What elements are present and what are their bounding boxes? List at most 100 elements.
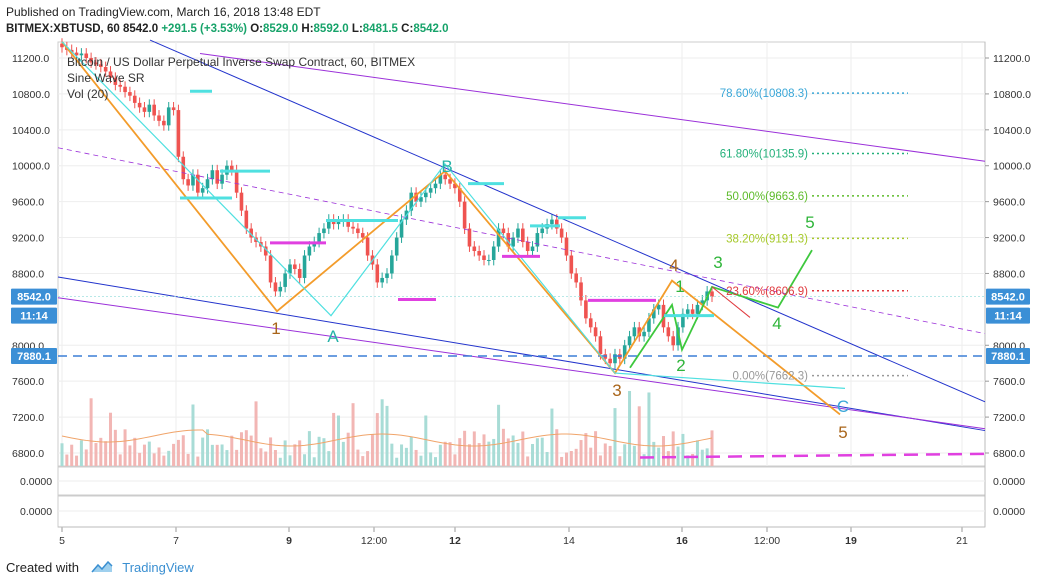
- volume-bar: [395, 457, 399, 466]
- candle-body: [137, 102, 142, 108]
- candle-body: [584, 300, 588, 319]
- candle-body: [467, 228, 472, 247]
- legend-indicator: Sine Wave SR: [67, 71, 145, 85]
- volume-bar: [94, 443, 98, 466]
- candle-body: [443, 174, 448, 180]
- legend-title: Bitcoin / US Dollar Perpetual Inverse Sw…: [67, 55, 416, 69]
- volume-bar: [409, 436, 413, 466]
- candle-body: [438, 174, 443, 184]
- volume-bar: [603, 443, 607, 466]
- volume-bar: [700, 449, 704, 466]
- volume-bar: [642, 454, 646, 466]
- volume-bar: [618, 456, 622, 466]
- volume-bar: [104, 441, 108, 466]
- volume-bar: [303, 454, 307, 466]
- elliott-wave-orange: [61, 41, 841, 416]
- volume-bar: [176, 439, 180, 466]
- candle-body: [79, 53, 84, 56]
- candle-body: [554, 219, 559, 229]
- volume-bar: [152, 453, 156, 466]
- candle-body: [521, 228, 525, 243]
- candle-body: [676, 327, 680, 346]
- candle-body: [593, 327, 598, 337]
- volume-bar: [613, 408, 617, 466]
- volume-bar: [404, 447, 408, 466]
- close-label: C:: [401, 23, 414, 35]
- y-tick-label: 10000.0: [993, 161, 1031, 173]
- candle-body: [642, 331, 646, 337]
- tradingview-logo-icon[interactable]: [91, 560, 113, 576]
- volume-bar: [545, 451, 549, 466]
- footer-brand[interactable]: TradingView: [122, 560, 194, 575]
- candle-body: [588, 318, 593, 328]
- candle-body: [564, 237, 569, 256]
- fib-level-label: 23.60%(8606.9): [726, 286, 808, 298]
- volume-bar: [225, 450, 229, 466]
- candle-body: [356, 228, 360, 234]
- fib-level-label: 78.60%(10808.3): [720, 88, 808, 100]
- volume-bar: [327, 451, 331, 466]
- footer: Created with TradingView: [6, 560, 194, 576]
- volume-bar: [191, 404, 195, 466]
- volume-bar: [138, 452, 142, 466]
- volume-bar: [220, 444, 224, 466]
- x-tick-label: 7: [173, 535, 179, 547]
- volume-bar: [472, 431, 476, 466]
- y-tick-label-left: 6800.0: [12, 448, 44, 460]
- candle-body: [351, 226, 355, 229]
- candle-body: [288, 264, 292, 274]
- volume-bar: [647, 392, 651, 466]
- candle-body: [200, 188, 205, 193]
- candle-body: [511, 237, 515, 247]
- candle-body: [637, 327, 642, 337]
- candle-body: [326, 219, 331, 229]
- candle-body: [103, 66, 108, 72]
- sub-pane-left-label: 0.0000: [20, 476, 52, 488]
- volume-bar: [506, 438, 510, 466]
- volume-bar: [269, 437, 273, 466]
- volume-bar: [526, 456, 530, 466]
- candle-body: [457, 188, 462, 202]
- y-tick-label: 10800.0: [993, 89, 1031, 101]
- volume-bar: [244, 430, 248, 466]
- mid-purple-dashed: [57, 147, 986, 334]
- volume-bar: [574, 448, 578, 466]
- y-tick-label: 9200.0: [993, 233, 1025, 245]
- volume-bar: [438, 444, 442, 466]
- price-tag-left-label: 7880.1: [17, 351, 51, 363]
- candle-body: [215, 170, 220, 184]
- sub-pane-left-label: 0.0000: [20, 506, 52, 518]
- volume-bar: [70, 444, 74, 466]
- volume-bar: [560, 456, 564, 466]
- footer-created: Created with: [6, 560, 79, 575]
- sine-wave-dashed: [639, 452, 986, 459]
- candle-body: [94, 62, 98, 65]
- volume-bar: [196, 456, 200, 466]
- y-tick-label: 7200.0: [993, 412, 1025, 424]
- volume-bar: [676, 446, 680, 466]
- candle-body: [627, 336, 632, 346]
- volume-bar: [99, 437, 103, 466]
- x-tick-label: 9: [286, 535, 292, 547]
- published-note: Published on TradingView.com, March 16, …: [6, 5, 321, 19]
- wave-label: 4: [669, 256, 678, 275]
- volume-bar: [288, 455, 292, 466]
- volume-bar: [429, 452, 433, 466]
- x-tick-label: 12: [449, 535, 461, 547]
- candle-body: [118, 84, 123, 87]
- candle-body: [685, 309, 690, 314]
- price-tag: [986, 288, 1030, 305]
- volume-bar: [414, 449, 418, 466]
- volume-bar: [477, 443, 481, 466]
- fib-level-label: 61.80%(10135.9): [720, 149, 808, 161]
- candle-body: [569, 255, 574, 274]
- y-tick-label: 11200.0: [993, 53, 1030, 65]
- candle-body: [132, 95, 137, 103]
- volume-bar: [691, 453, 695, 466]
- candle-body: [166, 107, 171, 126]
- candle-body: [317, 233, 321, 243]
- volume-bar: [623, 444, 627, 466]
- candle-body: [74, 52, 79, 56]
- candle-body: [302, 255, 307, 278]
